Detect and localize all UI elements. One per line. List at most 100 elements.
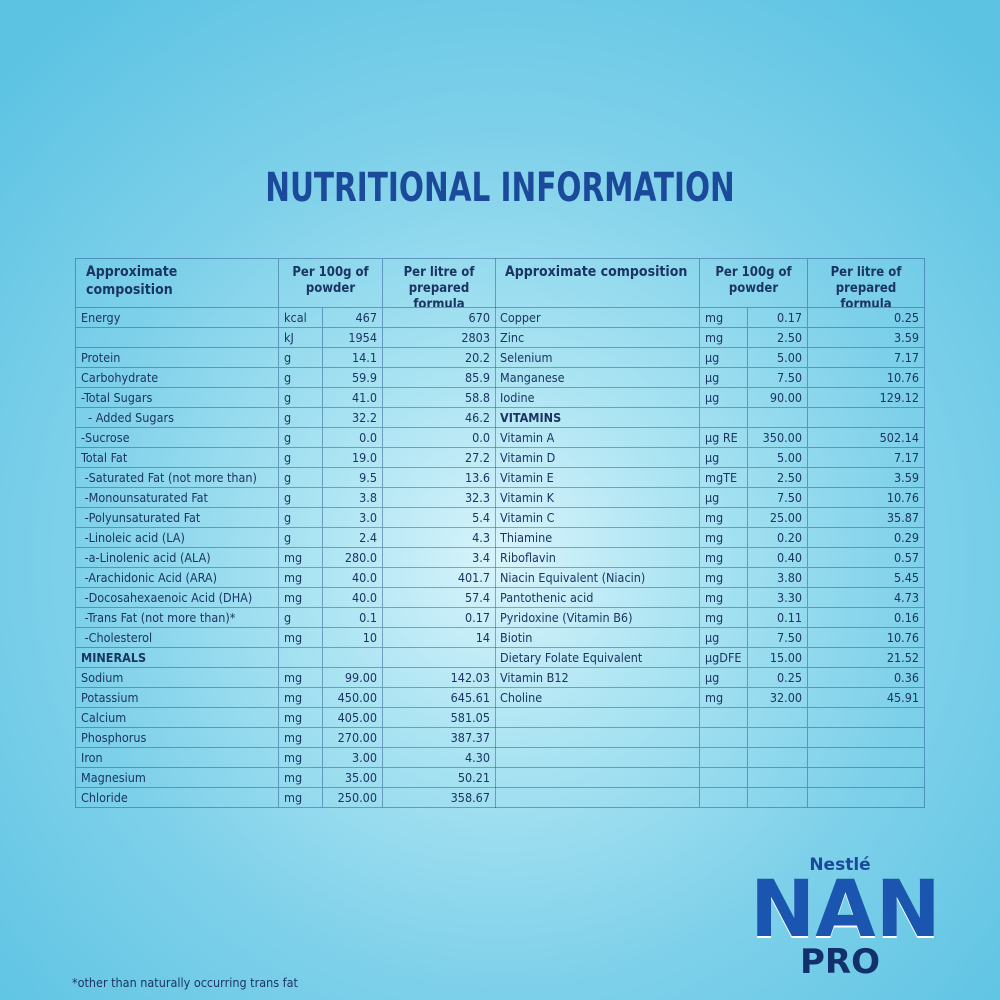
cell: mg	[700, 568, 748, 588]
cell: 3.8	[323, 488, 383, 508]
cell: 35.87	[808, 508, 925, 528]
cell: 41.0	[323, 388, 383, 408]
row: Choline mg 32.00 45.91	[495, 688, 925, 708]
cell: -Docosahexaenoic Acid (DHA)	[76, 588, 279, 608]
cell: 0.57	[808, 548, 925, 568]
cell: µg	[700, 348, 748, 368]
cell: 358.67	[383, 788, 496, 808]
cell: 99.00	[323, 668, 383, 688]
cell	[808, 768, 925, 788]
cell: 45.91	[808, 688, 925, 708]
cell	[495, 768, 700, 788]
row: Protein g 14.1 20.2	[76, 348, 496, 368]
row	[495, 768, 925, 788]
cell: kcal	[279, 308, 323, 328]
header-cell: Per litre of prepared formula	[383, 259, 496, 308]
cell: 129.12	[808, 388, 925, 408]
cell: 10.76	[808, 368, 925, 388]
cell: 3.59	[808, 328, 925, 348]
row: -Sucrose g 0.0 0.0	[76, 428, 496, 448]
cell: 0.16	[808, 608, 925, 628]
cell: kJ	[279, 328, 323, 348]
cell: Vitamin D	[495, 448, 700, 468]
header-cell: Per 100g of powder	[279, 259, 383, 308]
cell: 350.00	[748, 428, 808, 448]
cell: 0.36	[808, 668, 925, 688]
cell: 0.0	[383, 428, 496, 448]
cell: Carbohydrate	[76, 368, 279, 388]
row: -Saturated Fat (not more than) g 9.5 13.6	[76, 468, 496, 488]
logo-name: NAN	[750, 865, 941, 955]
cell: Riboflavin	[495, 548, 700, 568]
cell: mgTE	[700, 468, 748, 488]
cell: 0.29	[808, 528, 925, 548]
cell: µgDFE	[700, 648, 748, 668]
cell: Dietary Folate Equivalent	[495, 648, 700, 668]
row: Total Fat g 19.0 27.2	[76, 448, 496, 468]
row: Vitamin B12 µg 0.25 0.36	[495, 668, 925, 688]
cell: g	[279, 528, 323, 548]
cell: Manganese	[495, 368, 700, 388]
cell: 0.0	[323, 428, 383, 448]
cell: Vitamin B12	[495, 668, 700, 688]
row: Riboflavin mg 0.40 0.57	[495, 548, 925, 568]
row: -Total Sugars g 41.0 58.8	[76, 388, 496, 408]
cell: Energy	[76, 308, 279, 328]
cell: Selenium	[495, 348, 700, 368]
cell: 467	[323, 308, 383, 328]
cell: 10	[323, 628, 383, 648]
cell: 7.17	[808, 348, 925, 368]
cell: Vitamin E	[495, 468, 700, 488]
cell: 14.1	[323, 348, 383, 368]
cell: -a-Linolenic acid (ALA)	[76, 548, 279, 568]
cell: 670	[383, 308, 496, 328]
cell	[495, 728, 700, 748]
cell: -Sucrose	[76, 428, 279, 448]
row: -Docosahexaenoic Acid (DHA) mg 40.0 57.4	[76, 588, 496, 608]
cell	[700, 408, 748, 428]
cell: 0.1	[323, 608, 383, 628]
table-left: Approximate composition Per 100g of powde…	[75, 258, 496, 808]
row: Biotin µg 7.50 10.76	[495, 628, 925, 648]
row	[495, 708, 925, 728]
cell	[495, 748, 700, 768]
logo-sub: PRO	[799, 942, 880, 982]
cell: -Trans Fat (not more than)*	[76, 608, 279, 628]
cell	[279, 648, 323, 668]
row: -Cholesterol mg 10 14	[76, 628, 496, 648]
cell	[700, 728, 748, 748]
cell	[808, 788, 925, 808]
cell: 14	[383, 628, 496, 648]
header-cell: Per 100g of powder	[700, 259, 808, 308]
cell: -Total Sugars	[76, 388, 279, 408]
cell: 4.3	[383, 528, 496, 548]
cell: 4.73	[808, 588, 925, 608]
cell: Zinc	[495, 328, 700, 348]
cell	[748, 728, 808, 748]
cell: µg	[700, 668, 748, 688]
cell: g	[279, 388, 323, 408]
row: - Added Sugars g 32.2 46.2	[76, 408, 496, 428]
cell: 10.76	[808, 628, 925, 648]
cell: 2.50	[748, 328, 808, 348]
header-row: Approximate composition Per 100g of powde…	[495, 259, 925, 308]
cell: µg	[700, 448, 748, 468]
cell: 2.4	[323, 528, 383, 548]
cell: 40.0	[323, 568, 383, 588]
cell: Iron	[76, 748, 279, 768]
header-row: Approximate composition Per 100g of powde…	[76, 259, 496, 308]
cell: 13.6	[383, 468, 496, 488]
cell: 7.50	[748, 368, 808, 388]
cell: 387.37	[383, 728, 496, 748]
row: Energy kcal 467 670	[76, 308, 496, 328]
row: VITAMINS	[495, 408, 925, 428]
cell: µg	[700, 628, 748, 648]
cell: g	[279, 448, 323, 468]
cell: 0.17	[383, 608, 496, 628]
cell: 3.80	[748, 568, 808, 588]
cell	[748, 408, 808, 428]
logo-brand: Nestlé	[809, 855, 871, 875]
cell	[808, 748, 925, 768]
cell: 401.7	[383, 568, 496, 588]
